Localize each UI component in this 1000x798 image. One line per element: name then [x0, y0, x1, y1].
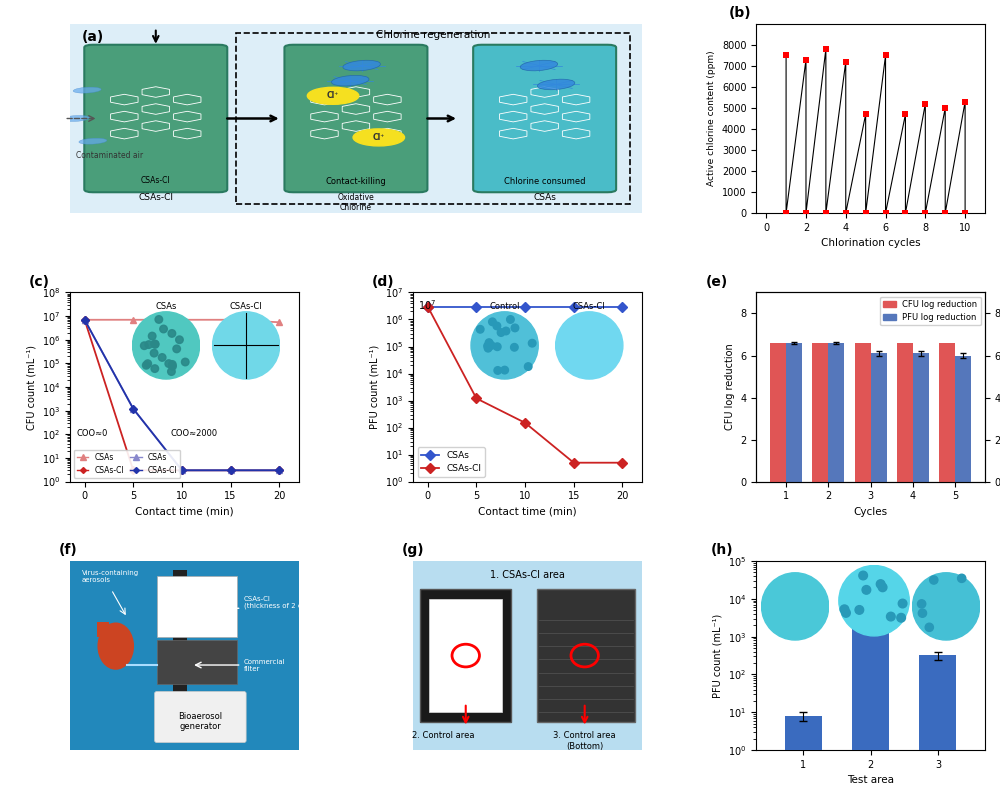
CSAs — [422, 302, 434, 311]
Text: (d): (d) — [372, 275, 395, 289]
CSAs — [568, 302, 580, 311]
Bar — [157, 576, 237, 637]
Bar — [429, 598, 502, 713]
Bar — [420, 590, 511, 721]
Legend: CSAs, CSAs-Cl: CSAs, CSAs-Cl — [418, 448, 485, 477]
Text: Cl⁺: Cl⁺ — [373, 133, 385, 142]
Text: Bioaerosol
generator: Bioaerosol generator — [178, 712, 222, 732]
FancyBboxPatch shape — [284, 45, 427, 192]
Y-axis label: PFU count (mL⁻¹): PFU count (mL⁻¹) — [369, 345, 379, 429]
Text: COO≈0: COO≈0 — [77, 429, 108, 438]
Text: Oxidative
Chlorine: Oxidative Chlorine — [338, 193, 374, 212]
Text: Cl⁺: Cl⁺ — [327, 91, 339, 101]
Bar — [537, 590, 635, 721]
X-axis label: Chlorination cycles: Chlorination cycles — [821, 239, 920, 248]
Bar — [852, 623, 889, 798]
CSAs-Cl — [568, 458, 580, 468]
Bar — [855, 343, 871, 481]
X-axis label: Test area: Test area — [847, 776, 894, 785]
Text: Virus-containing
aerosols: Virus-containing aerosols — [81, 571, 139, 583]
Y-axis label: CFU log reduction: CFU log reduction — [725, 344, 735, 430]
Bar — [939, 343, 955, 481]
Text: Chlorine regeneration: Chlorine regeneration — [376, 30, 490, 40]
Text: (b): (b) — [729, 6, 751, 20]
Bar — [955, 356, 971, 481]
Ellipse shape — [537, 79, 575, 89]
Legend: CSAs, CSAs-Cl, CSAs, CSAs-Cl: CSAs, CSAs-Cl, CSAs, CSAs-Cl — [74, 450, 180, 478]
Bar — [770, 343, 786, 481]
Bar — [919, 655, 956, 798]
Text: Contaminated air: Contaminated air — [76, 151, 143, 160]
Text: CSAs-Cl: CSAs-Cl — [138, 193, 173, 203]
Text: (e): (e) — [706, 275, 728, 289]
Text: Chlorine consumed: Chlorine consumed — [504, 176, 585, 186]
Bar — [157, 641, 237, 684]
X-axis label: Cycles: Cycles — [854, 507, 888, 517]
Bar — [913, 354, 929, 481]
Text: (a): (a) — [81, 30, 104, 44]
Text: (h): (h) — [711, 543, 733, 557]
Ellipse shape — [331, 75, 369, 86]
Y-axis label: CFU count (mL⁻¹): CFU count (mL⁻¹) — [26, 345, 36, 429]
Text: CSAs-Cl: CSAs-Cl — [141, 176, 171, 185]
Text: 2. Control area: 2. Control area — [412, 731, 474, 741]
Bar — [173, 571, 187, 731]
FancyBboxPatch shape — [155, 692, 246, 743]
Ellipse shape — [79, 138, 107, 144]
Bar — [97, 622, 109, 637]
Text: (c): (c) — [29, 275, 50, 289]
Text: (g): (g) — [402, 543, 424, 557]
Y-axis label: Active chlorine content (ppm): Active chlorine content (ppm) — [707, 51, 716, 186]
Text: 3. Control area
(Bottom): 3. Control area (Bottom) — [553, 731, 616, 751]
CSAs — [519, 302, 531, 311]
FancyBboxPatch shape — [84, 45, 227, 192]
CSAs-Cl — [519, 418, 531, 428]
Text: 1. CSAs-Cl area: 1. CSAs-Cl area — [490, 571, 565, 580]
Circle shape — [353, 129, 405, 146]
Line: CSAs: CSAs — [424, 303, 626, 310]
Bar — [236, 34, 630, 203]
Text: Contact-killing: Contact-killing — [326, 176, 386, 186]
Legend: CFU log reduction, PFU log reduction: CFU log reduction, PFU log reduction — [880, 297, 981, 326]
Y-axis label: PFU count (mL⁻¹): PFU count (mL⁻¹) — [712, 614, 722, 697]
Bar — [897, 343, 913, 481]
X-axis label: Contact time (min): Contact time (min) — [478, 507, 577, 517]
Ellipse shape — [343, 61, 380, 71]
Text: (f): (f) — [59, 543, 77, 557]
Bar — [871, 354, 887, 481]
Bar — [812, 343, 828, 481]
Ellipse shape — [62, 116, 90, 121]
Ellipse shape — [73, 87, 101, 93]
CSAs-Cl — [422, 302, 434, 311]
FancyBboxPatch shape — [473, 45, 616, 192]
Ellipse shape — [97, 622, 134, 670]
Bar — [785, 716, 822, 798]
Text: COO≈2000: COO≈2000 — [171, 429, 218, 438]
X-axis label: Contact time (min): Contact time (min) — [135, 507, 234, 517]
CSAs-Cl — [470, 393, 482, 403]
Circle shape — [307, 87, 359, 105]
Text: CSAs: CSAs — [533, 193, 556, 203]
Bar — [786, 343, 802, 481]
Text: Commercial
filter: Commercial filter — [244, 658, 285, 672]
Text: CSAs-Cl
(thickness of 2 cm): CSAs-Cl (thickness of 2 cm) — [244, 596, 311, 610]
Ellipse shape — [520, 61, 558, 71]
Text: $10^7$: $10^7$ — [418, 298, 436, 312]
Bar — [828, 343, 844, 481]
CSAs-Cl — [616, 458, 628, 468]
CSAs — [470, 302, 482, 311]
CSAs — [616, 302, 628, 311]
Line: CSAs-Cl: CSAs-Cl — [424, 303, 626, 466]
